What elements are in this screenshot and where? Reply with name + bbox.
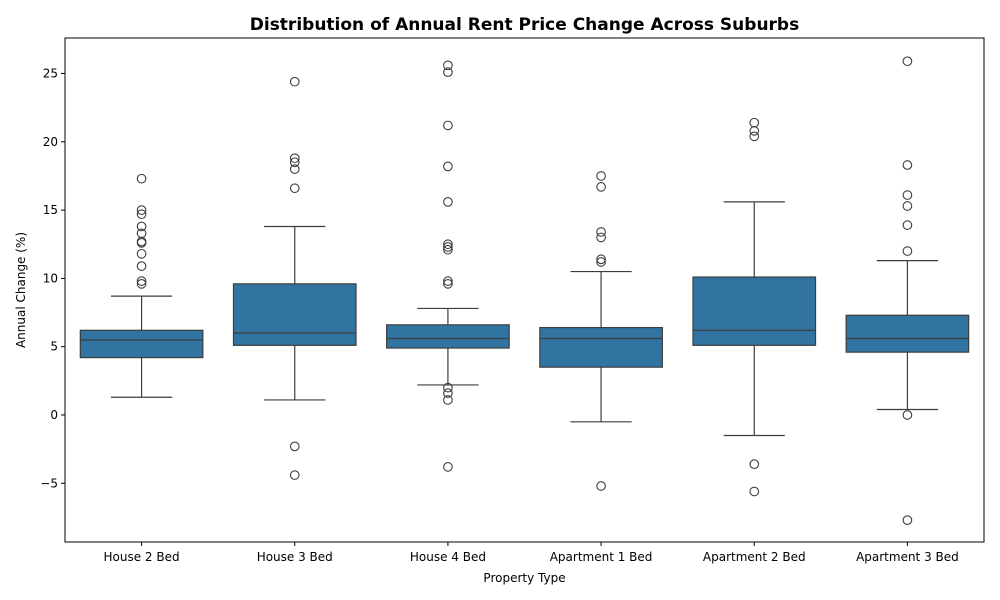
y-tick-label: 25 <box>43 67 58 81</box>
x-tick-label: House 4 Bed <box>410 550 486 564</box>
y-tick-label: 5 <box>50 340 58 354</box>
x-tick-label: Apartment 2 Bed <box>703 550 806 564</box>
y-tick-label: 0 <box>50 408 58 422</box>
outlier-point <box>443 382 453 393</box>
outlier-point <box>902 56 913 67</box>
outlier-point <box>443 244 453 255</box>
outlier-point <box>136 276 147 286</box>
y-tick-label: 20 <box>43 135 58 149</box>
chart-title: Distribution of Annual Rent Price Change… <box>250 15 799 35</box>
outlier-point <box>136 221 147 232</box>
iqr-box <box>232 283 357 346</box>
outlier-point <box>136 209 147 220</box>
x-tick-label: Apartment 1 Bed <box>550 550 653 564</box>
outlier-point <box>749 131 760 142</box>
box-group-4 <box>692 117 817 497</box>
outlier-point <box>136 279 147 289</box>
outlier-point <box>289 470 300 480</box>
outlier-point <box>902 160 913 170</box>
outlier-point <box>443 388 453 398</box>
outlier-point <box>596 227 606 237</box>
y-tick-label: 15 <box>43 203 58 217</box>
plot-area <box>64 37 985 543</box>
outlier-point <box>596 254 606 265</box>
box-group-2 <box>386 60 510 472</box>
outlier-point <box>902 220 913 230</box>
outlier-point <box>443 279 453 289</box>
x-tick-label: House 3 Bed <box>257 550 333 564</box>
outlier-point <box>289 153 300 164</box>
y-axis: −5 0 5 10 15 20 25 <box>40 67 65 490</box>
outlier-point <box>902 246 913 256</box>
outlier-point <box>443 161 453 172</box>
outlier-point <box>443 276 453 286</box>
outlier-point <box>902 190 913 200</box>
box-group-3 <box>539 171 663 491</box>
outlier-point <box>443 242 453 252</box>
outlier-point <box>443 120 453 131</box>
outlier-point <box>443 395 453 405</box>
outlier-point <box>596 182 606 192</box>
x-tick-label: House 2 Bed <box>104 550 180 564</box>
outlier-point <box>749 459 760 469</box>
outlier-point <box>749 126 760 136</box>
outlier-point <box>289 164 300 174</box>
y-tick-label: −5 <box>40 476 58 490</box>
iqr-box <box>845 314 970 353</box>
x-axis-label: Property Type <box>483 571 565 585</box>
outlier-point <box>136 248 147 259</box>
outlier-point <box>289 157 300 168</box>
outlier-point <box>136 238 147 248</box>
plot-frame <box>64 37 985 543</box>
outlier-point <box>443 197 453 207</box>
outlier-point <box>289 441 300 452</box>
outlier-point <box>596 257 606 267</box>
outlier-point <box>443 239 453 250</box>
outlier-point <box>136 173 147 184</box>
outlier-point <box>749 117 760 128</box>
outlier-point <box>289 76 300 87</box>
outlier-point <box>289 183 300 194</box>
outlier-point <box>443 60 453 71</box>
outlier-point <box>902 515 913 525</box>
x-tick-label: Apartment 3 Bed <box>856 550 959 564</box>
iqr-box <box>386 324 510 349</box>
outlier-point <box>136 261 147 271</box>
outlier-point <box>136 205 147 215</box>
outlier-point <box>596 232 606 243</box>
outlier-point <box>596 481 606 491</box>
outlier-point <box>443 462 453 472</box>
outlier-point <box>902 201 913 211</box>
iqr-box <box>79 329 204 359</box>
outlier-point <box>443 67 453 77</box>
outlier-point <box>749 486 760 497</box>
box-group-1 <box>232 76 357 480</box>
box-group-0 <box>79 173 204 398</box>
box-group-5 <box>845 56 970 525</box>
y-axis-label: Annual Change (%) <box>14 232 28 348</box>
outlier-point <box>596 171 606 181</box>
y-tick-label: 10 <box>43 271 58 285</box>
iqr-box <box>539 326 663 368</box>
outlier-point <box>902 410 913 420</box>
x-axis: House 2 Bed House 3 Bed House 4 Bed Apartme… <box>104 542 959 564</box>
iqr-box <box>692 276 817 346</box>
